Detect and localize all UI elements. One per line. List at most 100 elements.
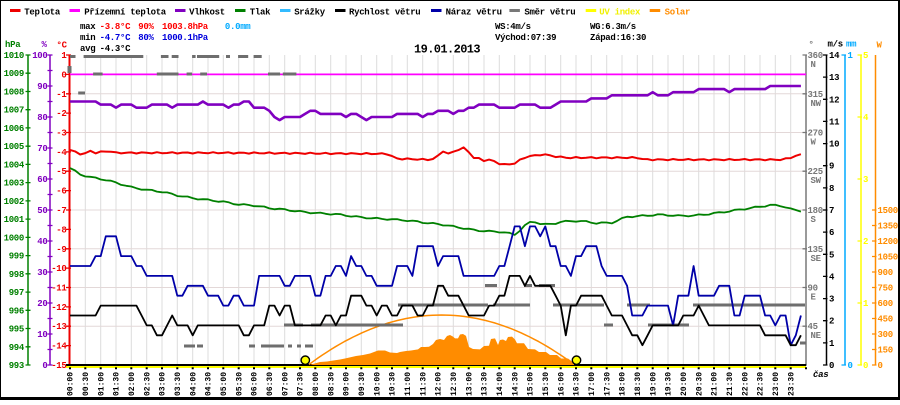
svg-text:0: 0 <box>829 361 834 371</box>
svg-text:Náraz větru: Náraz větru <box>446 8 502 18</box>
svg-text:1000.1hPa: 1000.1hPa <box>162 33 209 43</box>
svg-text:-13: -13 <box>51 322 66 332</box>
svg-text:22:30: 22:30 <box>757 372 766 396</box>
svg-text:-14: -14 <box>51 342 67 352</box>
svg-text:%: % <box>42 40 48 50</box>
svg-text:NE: NE <box>811 331 822 341</box>
svg-text:09:30: 09:30 <box>358 372 367 396</box>
svg-text:00:30: 00:30 <box>82 372 91 396</box>
svg-text:100: 100 <box>32 51 47 61</box>
svg-text:4: 4 <box>829 272 835 282</box>
svg-text:1350: 1350 <box>878 222 898 232</box>
svg-text:13:00: 13:00 <box>465 372 474 396</box>
svg-text:mm: mm <box>846 40 857 50</box>
svg-text:7: 7 <box>829 206 834 216</box>
svg-text:NW: NW <box>811 99 822 109</box>
svg-text:0: 0 <box>61 70 66 80</box>
svg-text:Přízemní teplota: Přízemní teplota <box>84 8 167 18</box>
svg-text:0: 0 <box>878 361 883 371</box>
svg-text:10: 10 <box>829 140 839 150</box>
svg-text:-11: -11 <box>51 284 67 294</box>
svg-text:1004: 1004 <box>4 160 25 170</box>
svg-text:Srážky: Srážky <box>294 8 326 18</box>
svg-text:1007: 1007 <box>4 106 24 116</box>
svg-text:-8: -8 <box>56 225 66 235</box>
svg-text:90: 90 <box>808 284 818 294</box>
svg-text:60: 60 <box>37 175 47 185</box>
svg-text:01:00: 01:00 <box>97 372 106 396</box>
svg-text:08:00: 08:00 <box>312 372 321 396</box>
svg-text:13:30: 13:30 <box>481 372 490 396</box>
svg-text:270: 270 <box>808 129 823 139</box>
svg-text:04:30: 04:30 <box>205 372 214 396</box>
svg-text:9: 9 <box>829 162 834 172</box>
svg-text:600: 600 <box>878 299 893 309</box>
svg-text:-7: -7 <box>56 206 66 216</box>
svg-text:čas: čas <box>813 370 828 380</box>
svg-text:Směr větru: Směr větru <box>524 8 575 18</box>
svg-text:1009: 1009 <box>4 69 24 79</box>
svg-text:06:30: 06:30 <box>266 372 275 396</box>
svg-text:1: 1 <box>61 51 67 61</box>
svg-text:1002: 1002 <box>4 197 24 207</box>
svg-text:00:00: 00:00 <box>67 372 76 396</box>
svg-text:m/s: m/s <box>828 40 843 50</box>
svg-text:0: 0 <box>863 361 868 371</box>
svg-text:993: 993 <box>9 361 24 371</box>
svg-text:hPa: hPa <box>5 40 21 50</box>
svg-text:0: 0 <box>42 361 47 371</box>
svg-text:750: 750 <box>878 284 893 294</box>
svg-text:80%: 80% <box>138 33 154 43</box>
svg-text:Teplota: Teplota <box>24 8 61 18</box>
svg-text:1200: 1200 <box>878 237 898 247</box>
svg-text:Západ:16:30: Západ:16:30 <box>590 33 646 43</box>
svg-text:01:30: 01:30 <box>113 372 122 396</box>
svg-text:994: 994 <box>9 343 25 353</box>
svg-text:UV index: UV index <box>599 8 641 18</box>
svg-text:4: 4 <box>863 113 869 123</box>
svg-text:05:00: 05:00 <box>220 372 229 396</box>
svg-text:10:00: 10:00 <box>373 372 382 396</box>
svg-text:-4.3°C: -4.3°C <box>100 44 132 54</box>
svg-text:1000: 1000 <box>4 233 24 243</box>
svg-text:max: max <box>80 22 96 32</box>
svg-text:E: E <box>811 293 817 303</box>
svg-text:-1: -1 <box>56 90 67 100</box>
svg-text:315: 315 <box>808 90 823 100</box>
svg-text:Tlak: Tlak <box>250 8 271 18</box>
svg-text:2: 2 <box>829 317 834 327</box>
svg-text:18:00: 18:00 <box>619 372 628 396</box>
svg-text:02:30: 02:30 <box>143 372 152 396</box>
svg-text:5: 5 <box>863 51 868 61</box>
svg-text:20:00: 20:00 <box>680 372 689 396</box>
svg-text:-3.8°C: -3.8°C <box>100 22 132 32</box>
svg-text:40: 40 <box>37 237 47 247</box>
svg-text:03:00: 03:00 <box>159 372 168 396</box>
svg-text:997: 997 <box>9 288 24 298</box>
svg-text:19:00: 19:00 <box>649 372 658 396</box>
svg-text:70: 70 <box>37 144 47 154</box>
svg-text:SW: SW <box>811 176 822 186</box>
svg-text:1003.8hPa: 1003.8hPa <box>162 22 209 32</box>
svg-text:16:00: 16:00 <box>557 372 566 396</box>
svg-text:°C: °C <box>57 41 68 51</box>
svg-text:1010: 1010 <box>4 51 24 61</box>
svg-text:0: 0 <box>848 361 853 371</box>
svg-text:17:00: 17:00 <box>588 372 597 396</box>
svg-text:-10: -10 <box>51 264 66 274</box>
svg-text:999: 999 <box>9 252 24 262</box>
svg-text:10:30: 10:30 <box>389 372 398 396</box>
svg-text:-4.7°C: -4.7°C <box>100 33 132 43</box>
svg-text:1005: 1005 <box>4 142 24 152</box>
svg-text:45: 45 <box>808 322 818 332</box>
svg-text:W: W <box>877 41 883 51</box>
svg-text:-9: -9 <box>56 245 66 255</box>
svg-text:08:30: 08:30 <box>327 372 336 396</box>
svg-text:135: 135 <box>808 245 823 255</box>
svg-text:-2: -2 <box>56 109 66 119</box>
svg-text:N: N <box>811 60 816 70</box>
svg-text:50: 50 <box>37 206 47 216</box>
svg-text:S: S <box>811 215 817 225</box>
svg-text:05:30: 05:30 <box>235 372 244 396</box>
svg-text:21:30: 21:30 <box>726 372 735 396</box>
